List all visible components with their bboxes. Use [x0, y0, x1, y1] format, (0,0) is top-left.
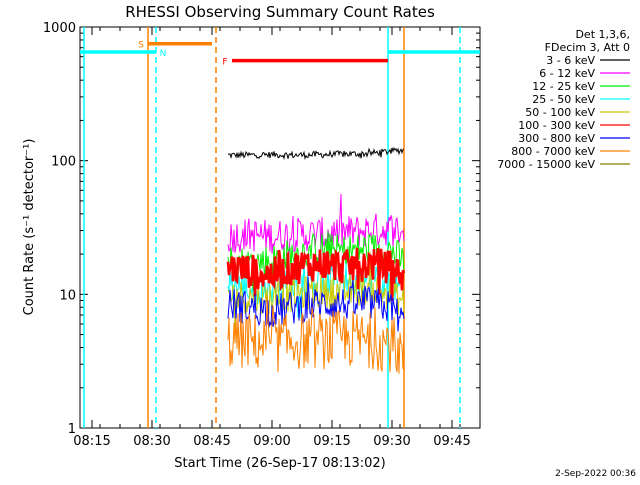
legend-entry-label: 6 - 12 keV: [539, 67, 595, 80]
y-tick-label: 10: [59, 288, 76, 303]
x-tick-label: 09:30: [373, 434, 410, 449]
x-tick-label: 09:45: [433, 434, 470, 449]
x-tick-label: 09:15: [313, 434, 350, 449]
series-line-800-7000keV: [227, 295, 405, 374]
series-line-6-12keV: [227, 194, 405, 254]
annotation-label: F: [222, 58, 227, 68]
legend-entry-label: 300 - 800 keV: [518, 132, 595, 145]
y-tick-label: 1: [68, 422, 76, 437]
legend-entry-label: 800 - 7000 keV: [511, 145, 595, 158]
y-tick-label: 1000: [43, 21, 76, 36]
series-line-300-800keV: [227, 276, 405, 332]
legend-header-line-2: FDecim 3, Att 0: [545, 41, 630, 54]
y-axis-label: Count Rate (s⁻¹ detector⁻¹): [22, 139, 37, 316]
x-tick-label: 08:30: [133, 434, 170, 449]
legend-entry-label: 100 - 300 keV: [518, 119, 595, 132]
legend-entry-label: 7000 - 15000 keV: [497, 158, 595, 171]
footer-timestamp: 2-Sep-2022 00:36: [555, 469, 636, 479]
y-tick-label: 100: [51, 155, 76, 170]
x-axis-label: Start Time (26-Sep-17 08:13:02): [174, 456, 385, 471]
plot-area: 1 10 100 1000 08:15 08:30 08:45 09:00 09:15 09:30…: [43, 21, 481, 449]
series-line-100-300keV: [226, 247, 406, 301]
legend-entry-label: 12 - 25 keV: [532, 80, 595, 93]
x-tick-label: 09:00: [253, 434, 290, 449]
annotation-label: S: [138, 41, 144, 51]
legend-header-line-1: Det 1,3,6,: [575, 28, 630, 41]
annotation-label: N: [160, 49, 167, 59]
x-tick-label: 08:15: [73, 434, 110, 449]
legend-entry-label: 3 - 6 keV: [546, 54, 595, 67]
legend-entry-label: 25 - 50 keV: [532, 93, 595, 106]
x-tick-label: 08:45: [193, 434, 230, 449]
series-line-3-6keV: [227, 146, 405, 161]
chart-title: RHESSI Observing Summary Count Rates: [125, 3, 435, 21]
legend-entry-label: 50 - 100 keV: [525, 106, 595, 119]
